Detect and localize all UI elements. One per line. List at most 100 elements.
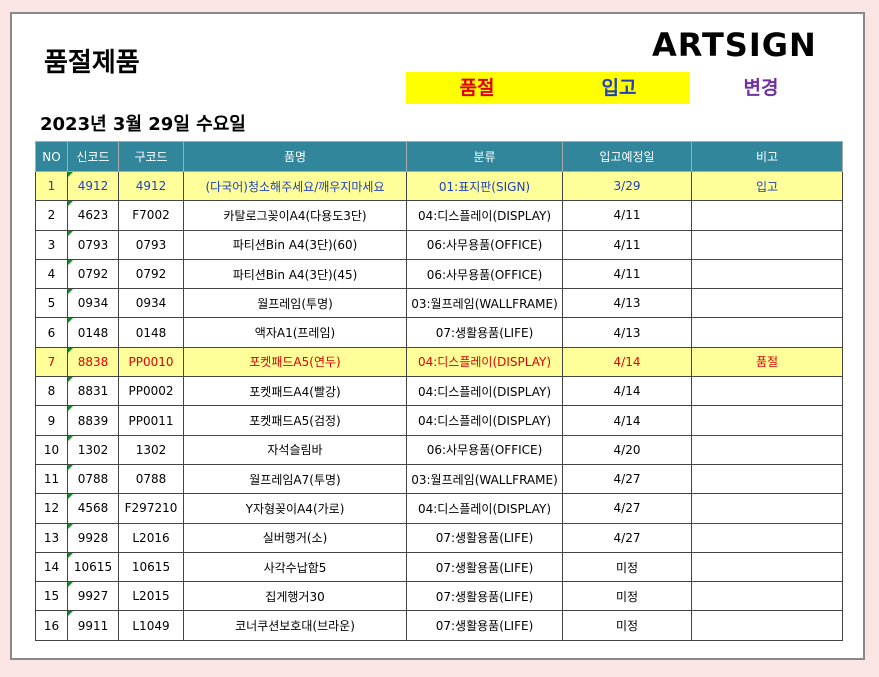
- table-cell: 7: [35, 346, 68, 378]
- title: 품절제품: [44, 48, 140, 78]
- table-cell: 1302: [118, 434, 184, 465]
- table-row: 15 9927 L2015 집게행거30 07:생활용품(LIFE) 미정: [35, 581, 843, 612]
- table-cell: [691, 376, 843, 407]
- table-cell: 4/27: [562, 493, 692, 524]
- legend-item: 품절: [406, 72, 548, 104]
- table-cell: 04:디스플레이(DISPLAY): [406, 200, 563, 231]
- table-row: 16 9911 L1049 코너쿠션보호대(브라운) 07:생활용품(LIFE) 미정: [35, 610, 843, 641]
- table-cell: 입고: [691, 170, 843, 202]
- table-cell: 07:생활용품(LIFE): [406, 581, 563, 612]
- table-cell: 16: [35, 610, 68, 641]
- table-cell: 8838: [67, 346, 119, 378]
- table-cell: 10: [35, 434, 68, 465]
- brand: ARTSIGN: [652, 26, 817, 64]
- table: NO 신코드 구코드 품명 분류 입고예정일 비고 1 4912 4912 (다국어)청소해주세요…: [35, 141, 843, 641]
- table-cell: 0148: [67, 317, 119, 348]
- table-cell: [691, 463, 843, 495]
- table-cell: 0793: [67, 229, 119, 260]
- table-cell: 8: [35, 376, 68, 407]
- column-header: 신코드: [67, 141, 119, 172]
- table-cell: 01:표지판(SIGN): [406, 170, 563, 202]
- table-cell: 07:생활용품(LIFE): [406, 522, 563, 553]
- table-cell: 10615: [118, 551, 184, 583]
- table-cell: [691, 551, 843, 583]
- legend: 품절 입고 변경: [406, 72, 832, 104]
- table-row: 7 8838 PP0010 포켓패드A5(연두) 04:디스플레이(DISPLAY) 4/…: [35, 346, 843, 378]
- table-cell: [691, 581, 843, 612]
- table-cell: 4/13: [562, 317, 692, 348]
- table-cell: 미정: [562, 610, 692, 641]
- legend-item: 변경: [743, 77, 779, 99]
- table-cell: 5: [35, 288, 68, 319]
- table-cell: 2: [35, 200, 68, 231]
- table-cell: [691, 434, 843, 465]
- table-cell: 04:디스플레이(DISPLAY): [406, 376, 563, 407]
- table-cell: 카탈로그꽂이A4(다용도3단): [183, 200, 407, 231]
- table-cell: 4/11: [562, 258, 692, 290]
- table-cell: 미정: [562, 551, 692, 583]
- table-cell: L2015: [118, 581, 184, 612]
- date: 2023년 3월 29일 수요일: [40, 114, 246, 135]
- table-cell: 4/14: [562, 376, 692, 407]
- table-cell: 4/20: [562, 434, 692, 465]
- panel: 품절제품 ARTSIGN 품절 입고 변경 2023년 3월 29일 수요일 NO 신…: [10, 12, 865, 660]
- table-cell: 04:디스플레이(DISPLAY): [406, 493, 563, 524]
- table-row: 5 0934 0934 월프레임(투명) 03:월프레임(WALLFRAME) 4/13: [35, 288, 843, 319]
- table-cell: 4/14: [562, 346, 692, 378]
- table-cell: 03:월프레임(WALLFRAME): [406, 463, 563, 495]
- table-cell: 06:사무용품(OFFICE): [406, 229, 563, 260]
- table-row: 6 0148 0148 액자A1(프레임) 07:생활용품(LIFE) 4/13: [35, 317, 843, 348]
- table-cell: 8831: [67, 376, 119, 407]
- table-cell: 3/29: [562, 170, 692, 202]
- table-cell: 9928: [67, 522, 119, 553]
- table-cell: 포켓패드A5(연두): [183, 346, 407, 378]
- table-cell: 8839: [67, 405, 119, 436]
- table-cell: 4912: [118, 170, 184, 202]
- table-cell: 4/11: [562, 229, 692, 260]
- table-cell: 06:사무용품(OFFICE): [406, 434, 563, 465]
- table-cell: Y자형꽂이A4(가로): [183, 493, 407, 524]
- table-row: 4 0792 0792 파티션Bin A4(3단)(45) 06:사무용품(OFFICE…: [35, 258, 843, 290]
- table-cell: 월프레임A7(투명): [183, 463, 407, 495]
- table-cell: 액자A1(프레임): [183, 317, 407, 348]
- table-cell: 실버행거(소): [183, 522, 407, 553]
- table-cell: 13: [35, 522, 68, 553]
- table-cell: (다국어)청소해주세요/깨우지마세요: [183, 170, 407, 202]
- table-cell: 06:사무용품(OFFICE): [406, 258, 563, 290]
- table-cell: [691, 610, 843, 641]
- table-cell: 월프레임(투명): [183, 288, 407, 319]
- table-cell: 0788: [118, 463, 184, 495]
- table-cell: 03:월프레임(WALLFRAME): [406, 288, 563, 319]
- table-cell: 6: [35, 317, 68, 348]
- table-cell: 0792: [67, 258, 119, 290]
- table-cell: 0793: [118, 229, 184, 260]
- table-cell: 07:생활용품(LIFE): [406, 610, 563, 641]
- table-cell: 미정: [562, 581, 692, 612]
- table-cell: 0934: [67, 288, 119, 319]
- header-row: NO 신코드 구코드 품명 분류 입고예정일 비고: [35, 141, 843, 172]
- table-cell: [691, 229, 843, 260]
- table-row: 13 9928 L2016 실버행거(소) 07:생활용품(LIFE) 4/27: [35, 522, 843, 553]
- table-cell: 품절: [691, 346, 843, 378]
- table-cell: 9: [35, 405, 68, 436]
- table-cell: 0792: [118, 258, 184, 290]
- table-cell: 04:디스플레이(DISPLAY): [406, 405, 563, 436]
- table-cell: 포켓패드A5(검정): [183, 405, 407, 436]
- table-cell: 집게행거30: [183, 581, 407, 612]
- table-cell: L2016: [118, 522, 184, 553]
- table-cell: [691, 493, 843, 524]
- table-cell: 자석슬림바: [183, 434, 407, 465]
- column-header: 입고예정일: [562, 141, 692, 172]
- table-cell: 파티션Bin A4(3단)(45): [183, 258, 407, 290]
- table-cell: [691, 405, 843, 436]
- table-cell: PP0002: [118, 376, 184, 407]
- table-cell: 04:디스플레이(DISPLAY): [406, 346, 563, 378]
- table-row: 8 8831 PP0002 포켓패드A4(빨강) 04:디스플레이(DISPLAY) 4/…: [35, 376, 843, 407]
- table-row: 2 4623 F7002 카탈로그꽂이A4(다용도3단) 04:디스플레이(DISPLA…: [35, 200, 843, 231]
- table-cell: 1302: [67, 434, 119, 465]
- column-header: 품명: [183, 141, 407, 172]
- column-header: 분류: [406, 141, 563, 172]
- column-header: 비고: [691, 141, 843, 172]
- table-cell: 0934: [118, 288, 184, 319]
- table-cell: PP0010: [118, 346, 184, 378]
